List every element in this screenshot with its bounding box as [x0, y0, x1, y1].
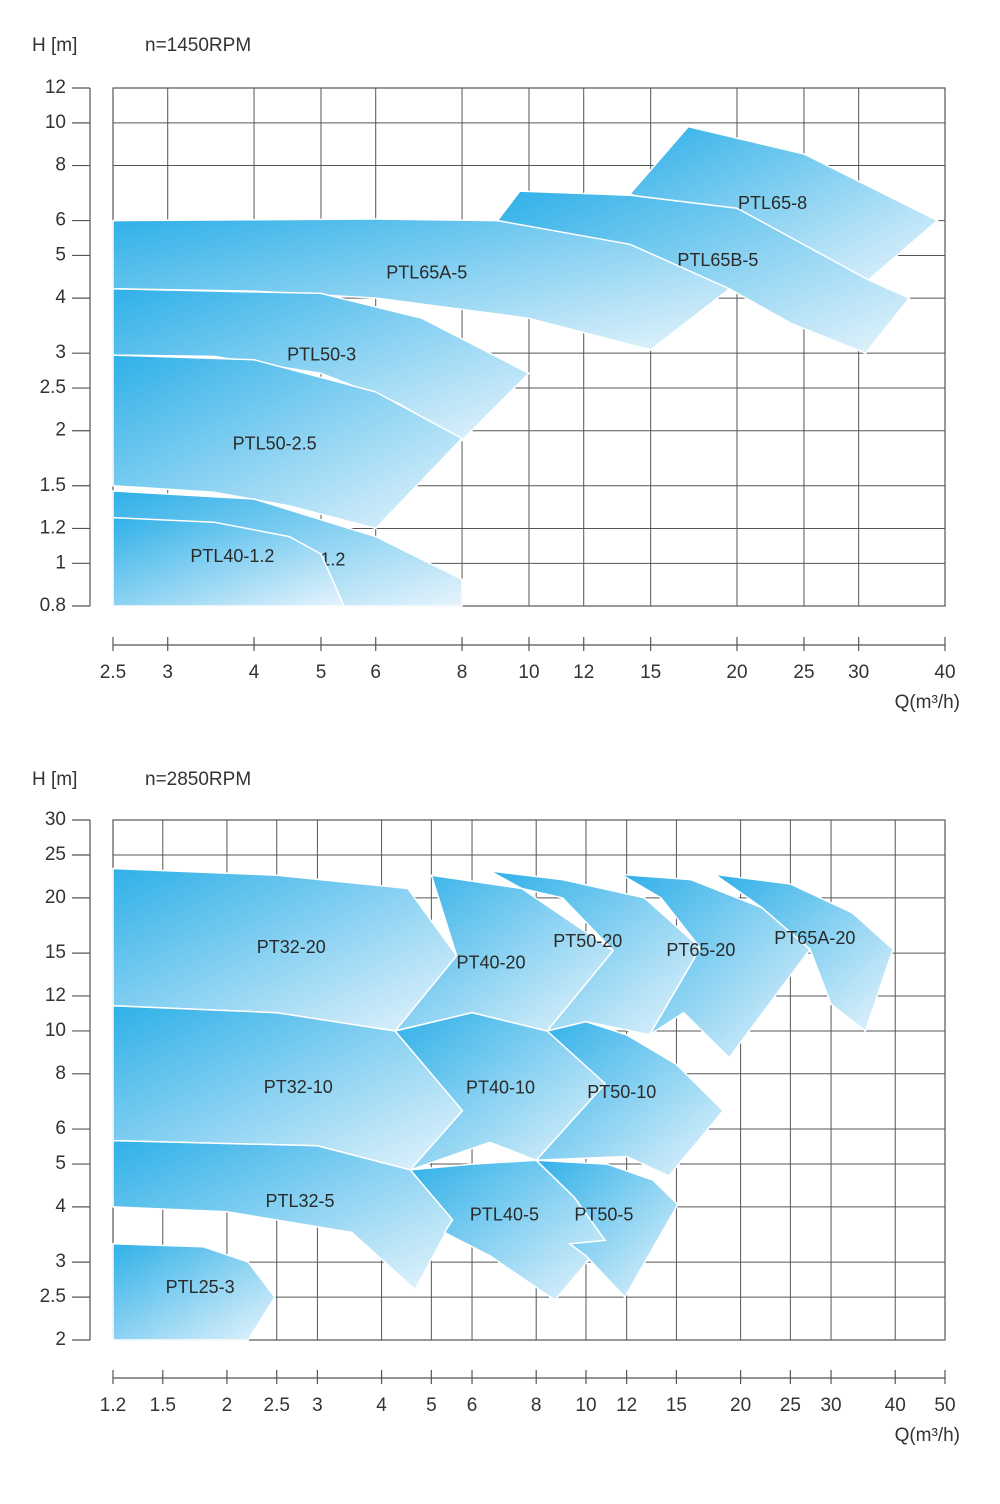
region-label: PT65A-20 — [774, 928, 855, 948]
region-label: PTL50-2.5 — [233, 433, 317, 453]
performance-region — [408, 1159, 607, 1302]
x-tick-label: 12 — [573, 662, 594, 683]
y-tick-label: 1.5 — [40, 475, 66, 496]
y-tick-label: 6 — [55, 210, 66, 231]
region-label: PTL50-3 — [287, 345, 356, 365]
y-tick-label: 4 — [55, 287, 66, 308]
x-tick-label: 2 — [222, 1395, 233, 1416]
region-label: PTL65B-5 — [677, 250, 758, 270]
y-tick-label: 1.2 — [40, 517, 66, 538]
y-tick-label: 0.8 — [40, 595, 66, 616]
region-label: PT50-10 — [587, 1082, 656, 1102]
region-label: PT40-10 — [466, 1077, 535, 1097]
y-tick-label: 8 — [55, 1063, 66, 1084]
chart: H [m] n=1450RPM Q(m³/h) 0.8 1 1.2 1.5 2 2.5 3 4 5 6 8… — [32, 35, 960, 713]
region-label: PT32-20 — [257, 937, 326, 957]
x-tick-label: 40 — [934, 662, 955, 683]
x-tick-label: 15 — [640, 662, 661, 683]
region-label: PT50-5 — [574, 1205, 633, 1225]
region-label: PTL40-1.2 — [190, 546, 274, 566]
x-tick-label: 25 — [780, 1395, 801, 1416]
y-tick-label: 2 — [55, 420, 66, 441]
performance-region — [534, 1159, 679, 1299]
x-tick-label: 3 — [312, 1395, 323, 1416]
y-tick-label: 12 — [45, 985, 66, 1006]
region-label: PTL25-3 — [166, 1277, 235, 1297]
performance-region — [112, 1243, 276, 1341]
y-tick-label: 15 — [45, 942, 66, 963]
region-label: PT40-20 — [457, 952, 526, 972]
y-tick-label: 2.5 — [40, 1286, 66, 1307]
performance-region — [714, 873, 894, 1033]
x-tick-label: 50 — [934, 1395, 955, 1416]
y-tick-label: 12 — [45, 77, 66, 98]
x-tick-label: 1.2 — [100, 1395, 126, 1416]
chart: H [m] n=2850RPMQ(m³/h)22.5345681012152025… — [32, 769, 960, 1446]
x-tick-label: 12 — [616, 1395, 637, 1416]
x-tick-label: 2.5 — [264, 1395, 290, 1416]
x-axis-label: Q(m³/h) — [895, 1425, 960, 1446]
region-label: PT65-20 — [666, 940, 735, 960]
y-tick-label: 25 — [45, 844, 66, 865]
x-tick-label: 5 — [316, 662, 327, 683]
y-tick-label: 20 — [45, 887, 66, 908]
y-tick-label: 1 — [55, 552, 66, 573]
y-tick-label: 8 — [55, 155, 66, 176]
y-tick-label: 4 — [55, 1196, 66, 1217]
x-tick-label: 8 — [531, 1395, 542, 1416]
performance-region — [112, 516, 346, 607]
x-tick-label: 20 — [726, 662, 747, 683]
y-tick-label: 30 — [45, 809, 66, 830]
x-tick-label: 3 — [162, 662, 173, 683]
y-tick-label: 3 — [55, 1251, 66, 1272]
x-tick-label: 8 — [457, 662, 468, 683]
x-tick-label: 4 — [376, 1395, 387, 1416]
x-axis-label: Q(m³/h) — [895, 692, 960, 713]
x-tick-label: 40 — [885, 1395, 906, 1416]
x-tick-label: 10 — [575, 1395, 596, 1416]
y-tick-label: 6 — [55, 1118, 66, 1139]
x-tick-label: 6 — [467, 1395, 478, 1416]
y-tick-label: 5 — [55, 244, 66, 265]
region-label: PTL32-5 — [266, 1191, 335, 1211]
x-tick-label: 2.5 — [100, 662, 126, 683]
y-axis-label: H [m] — [32, 35, 77, 56]
performance-region — [112, 354, 464, 530]
x-tick-label: 5 — [426, 1395, 437, 1416]
performance-region — [112, 1139, 454, 1291]
y-tick-label: 5 — [55, 1153, 66, 1174]
x-tick-label: 1.5 — [150, 1395, 176, 1416]
x-tick-label: 25 — [793, 662, 814, 683]
y-tick-label: 3 — [55, 342, 66, 363]
y-axis-label: H [m] — [32, 769, 77, 790]
region-label: PTL65A-5 — [386, 263, 467, 283]
chart-title: n=1450RPM — [145, 35, 251, 56]
y-tick-label: 2 — [55, 1329, 66, 1350]
region-label: PTL40-5 — [470, 1204, 539, 1224]
x-tick-label: 20 — [730, 1395, 751, 1416]
x-tick-label: 15 — [666, 1395, 687, 1416]
chart-title: n=2850RPM — [145, 769, 251, 790]
x-tick-label: 4 — [249, 662, 260, 683]
y-tick-label: 10 — [45, 112, 66, 133]
performance-region — [534, 1020, 725, 1177]
region-label: PT32-10 — [264, 1077, 333, 1097]
x-tick-label: 30 — [848, 662, 869, 683]
y-tick-label: 2.5 — [40, 377, 66, 398]
region-label: PT50-20 — [553, 931, 622, 951]
performance-region — [620, 873, 812, 1059]
x-tick-label: 6 — [370, 662, 381, 683]
x-tick-label: 10 — [518, 662, 539, 683]
region-label: PTL65-8 — [738, 193, 807, 213]
y-tick-label: 10 — [45, 1020, 66, 1041]
x-tick-label: 30 — [820, 1395, 841, 1416]
